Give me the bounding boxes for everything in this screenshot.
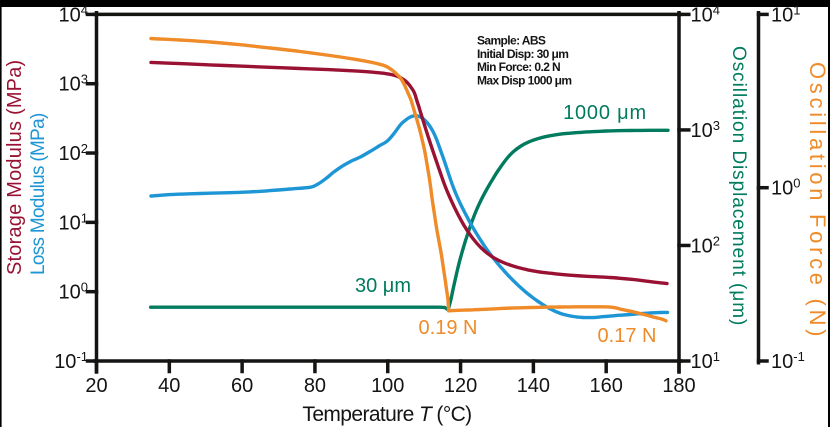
svg-text:Min Force: 0.2 N: Min Force: 0.2 N: [477, 60, 560, 74]
svg-text:80: 80: [304, 375, 326, 397]
svg-text:0.17 N: 0.17 N: [598, 325, 657, 347]
svg-text:Oscillation Force (N): Oscillation Force (N): [805, 62, 830, 340]
svg-text:Oscillation Displacement (μm): Oscillation Displacement (μm): [728, 46, 749, 326]
svg-text:20: 20: [85, 375, 107, 397]
svg-text:30 μm: 30 μm: [355, 275, 411, 297]
svg-text:Temperature T (°C): Temperature T (°C): [302, 403, 471, 426]
svg-text:Max Disp 1000 μm: Max Disp 1000 μm: [477, 74, 571, 88]
svg-text:Loss Modulus (MPa): Loss Modulus (MPa): [28, 113, 49, 275]
svg-text:120: 120: [444, 375, 477, 397]
svg-text:Storage Modulus (MPa): Storage Modulus (MPa): [4, 60, 26, 275]
svg-text:160: 160: [590, 375, 623, 397]
svg-text:0.19 N: 0.19 N: [419, 317, 478, 339]
svg-text:100: 100: [371, 375, 404, 397]
svg-text:140: 140: [517, 375, 550, 397]
svg-text:40: 40: [158, 375, 180, 397]
svg-text:60: 60: [231, 375, 253, 397]
svg-text:180: 180: [662, 375, 695, 397]
svg-text:Sample: ABS: Sample: ABS: [477, 34, 546, 48]
svg-text:102: 102: [691, 233, 720, 257]
svg-text:Initial Disp: 30 μm: Initial Disp: 30 μm: [477, 47, 568, 61]
svg-text:103: 103: [691, 118, 720, 142]
svg-text:1000 μm: 1000 μm: [563, 102, 647, 124]
